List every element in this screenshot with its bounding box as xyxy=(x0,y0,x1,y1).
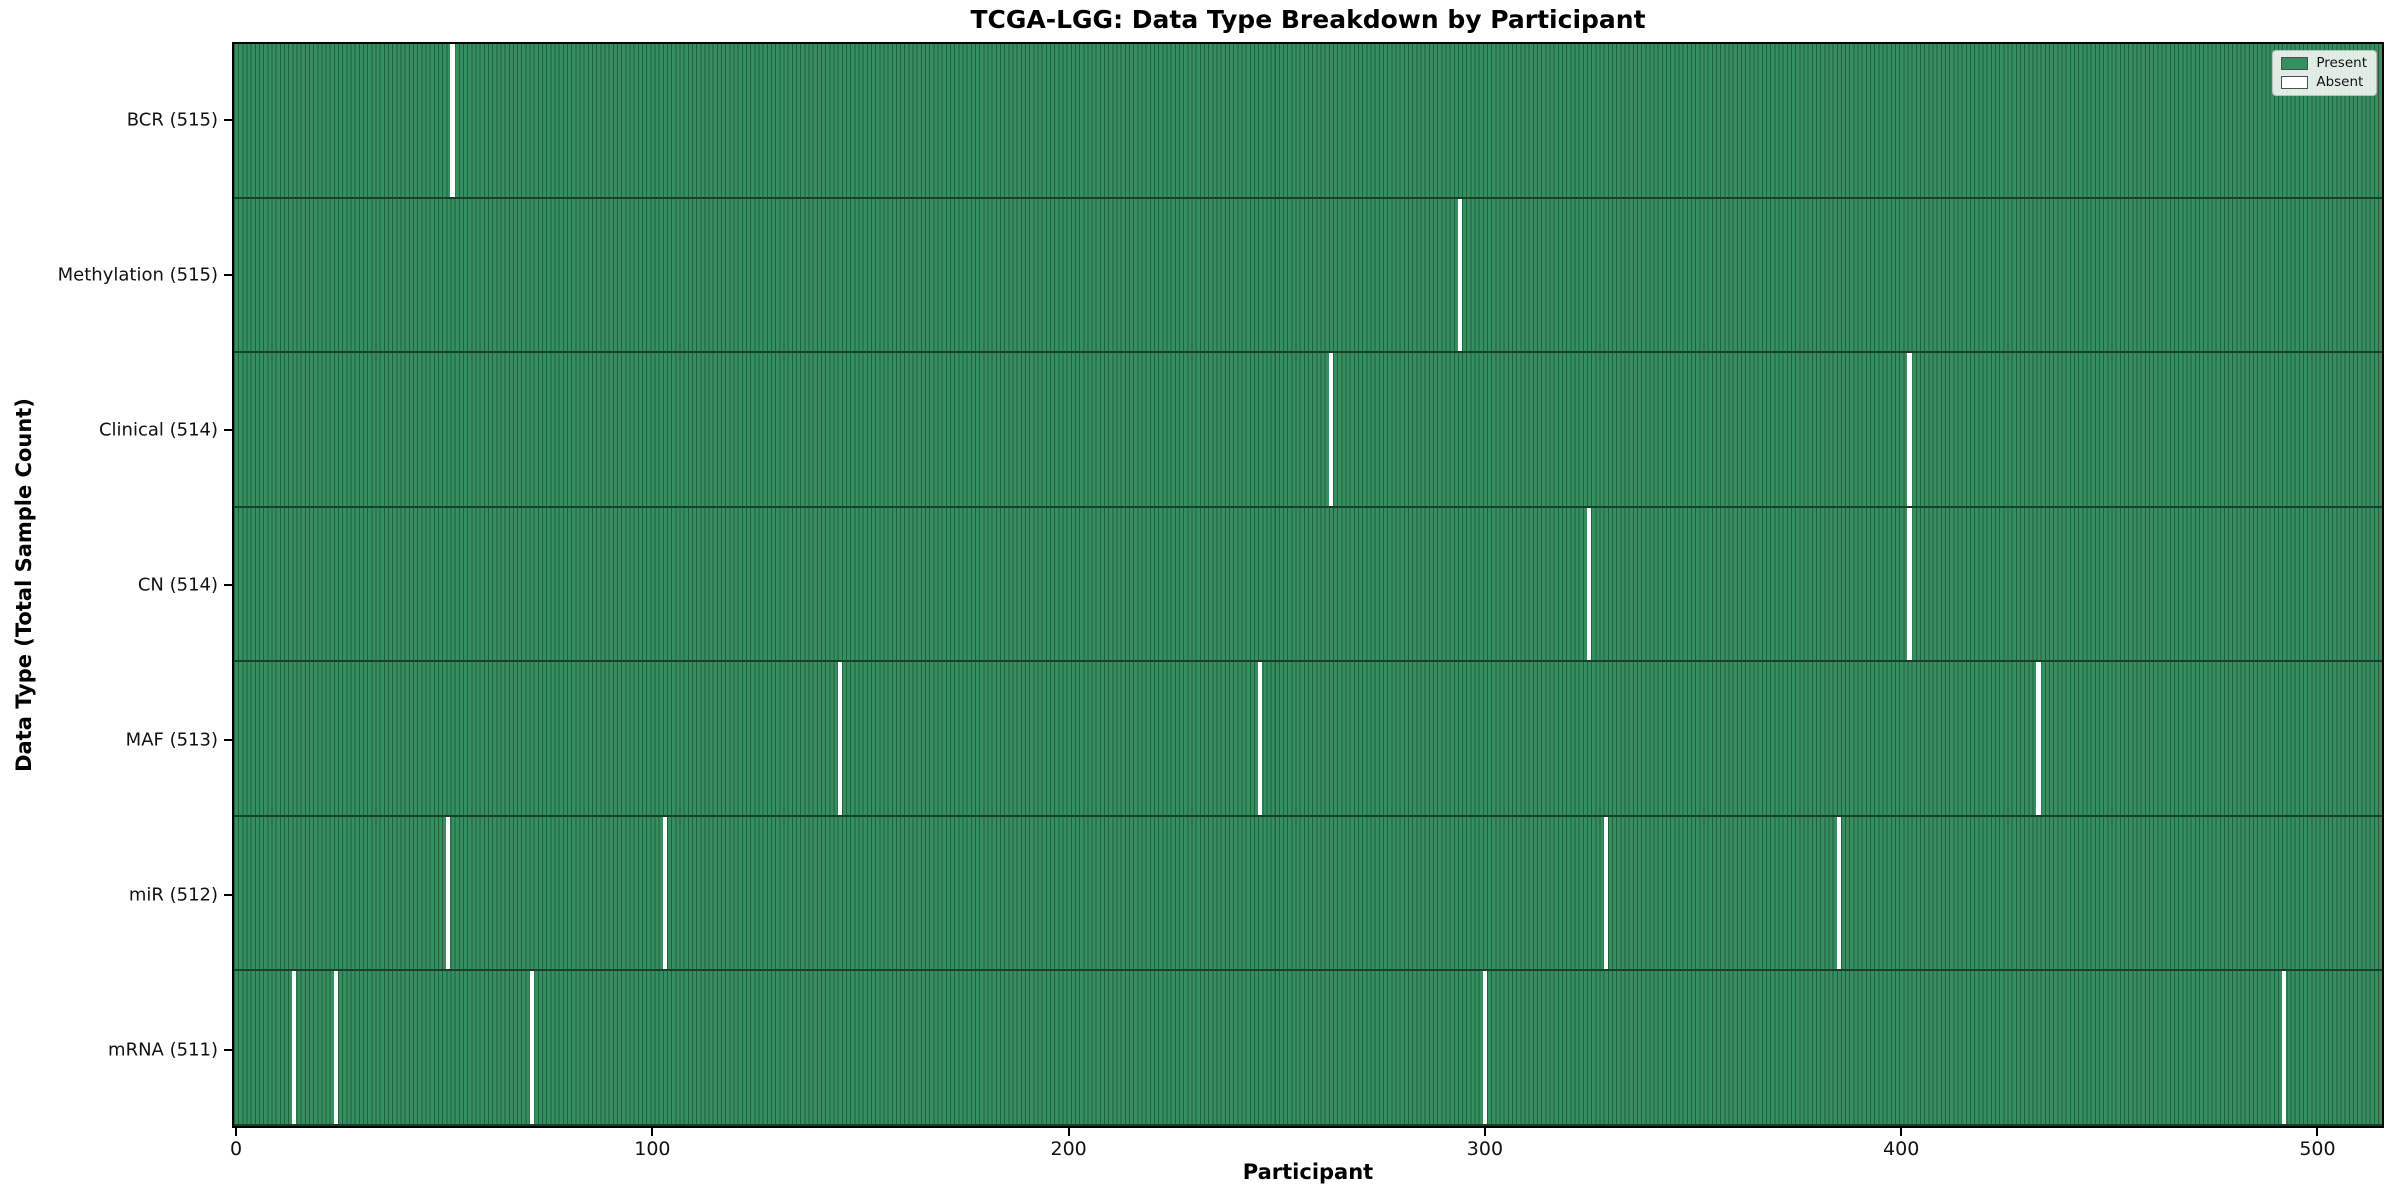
y-tick-mark xyxy=(224,118,232,121)
x-tick-label-500: 500 xyxy=(2299,1138,2336,1160)
y-tick-label-Methylation: Methylation (515) xyxy=(57,264,218,286)
absent-gap xyxy=(1907,507,1912,661)
x-axis-label: Participant xyxy=(1242,1160,1374,1184)
legend-absent-label: Absent xyxy=(2316,74,2364,90)
datatype-row-Methylation xyxy=(234,198,2382,354)
y-tick-mark xyxy=(224,273,232,276)
absent-gap xyxy=(1836,816,1841,970)
x-tick-label-300: 300 xyxy=(1466,1138,1504,1160)
datatype-row-MAF xyxy=(234,662,2382,817)
datatype-row-CN xyxy=(234,507,2382,663)
x-tick-mark xyxy=(1067,1128,1070,1136)
plot-area: Present Absent xyxy=(232,42,2384,1128)
absent-gap xyxy=(446,816,451,970)
absent-gap xyxy=(1603,816,1608,970)
absent-gap xyxy=(1586,507,1592,661)
x-tick-mark xyxy=(1900,1128,1903,1136)
legend-item-absent: Absent xyxy=(2281,75,2367,90)
y-tick-label-CN: CN (514) xyxy=(137,574,218,596)
absent-gap xyxy=(1907,353,1912,506)
y-tick-label-Clinical: Clinical (514) xyxy=(98,419,218,441)
y-tick-mark xyxy=(224,894,232,897)
legend-absent-swatch xyxy=(2281,76,2309,89)
legend: Present Absent xyxy=(2272,50,2377,96)
x-tick-mark xyxy=(2316,1128,2319,1136)
legend-item-present: Present xyxy=(2281,56,2367,71)
datatype-row-mRNA xyxy=(234,971,2382,1127)
chart-title: TCGA-LGG: Data Type Breakdown by Partici… xyxy=(970,5,1646,34)
y-tick-label-MAF: MAF (513) xyxy=(125,729,218,751)
y-tick-mark xyxy=(224,584,232,586)
x-axis-ticks: 0 100 200 300 400 500 xyxy=(230,1128,2382,1168)
absent-gap xyxy=(292,971,297,1125)
y-tick-mark xyxy=(224,739,232,742)
y-tick-label-BCR: BCR (515) xyxy=(126,109,218,131)
x-tick-label-400: 400 xyxy=(1883,1138,1920,1160)
absent-gap xyxy=(662,816,667,970)
legend-present-swatch xyxy=(2281,57,2309,70)
absent-gap xyxy=(1328,353,1333,506)
y-tick-mark xyxy=(224,1049,232,1052)
absent-gap xyxy=(450,44,455,197)
absent-gap xyxy=(2036,662,2041,815)
datatype-row-Clinical xyxy=(234,353,2382,508)
y-tick-label-miR: miR (512) xyxy=(128,884,218,906)
absent-gap xyxy=(837,662,842,815)
absent-gap xyxy=(1457,198,1463,352)
legend-present-label: Present xyxy=(2316,55,2367,71)
absent-gap xyxy=(2282,971,2287,1125)
y-tick-mark xyxy=(224,428,232,431)
datatype-row-BCR xyxy=(234,44,2382,199)
x-tick-label-200: 200 xyxy=(1050,1138,1087,1160)
x-tick-mark xyxy=(235,1128,238,1136)
datatype-row-miR xyxy=(234,816,2382,972)
absent-gap xyxy=(1258,662,1263,815)
absent-gap xyxy=(1482,971,1487,1125)
x-tick-mark xyxy=(651,1128,654,1136)
x-tick-mark xyxy=(1483,1128,1486,1136)
y-tick-label-mRNA: mRNA (511) xyxy=(108,1039,218,1061)
absent-gap xyxy=(333,971,339,1125)
absent-gap xyxy=(529,971,534,1125)
x-tick-label-100: 100 xyxy=(634,1138,671,1160)
x-tick-label-0: 0 xyxy=(230,1138,243,1160)
